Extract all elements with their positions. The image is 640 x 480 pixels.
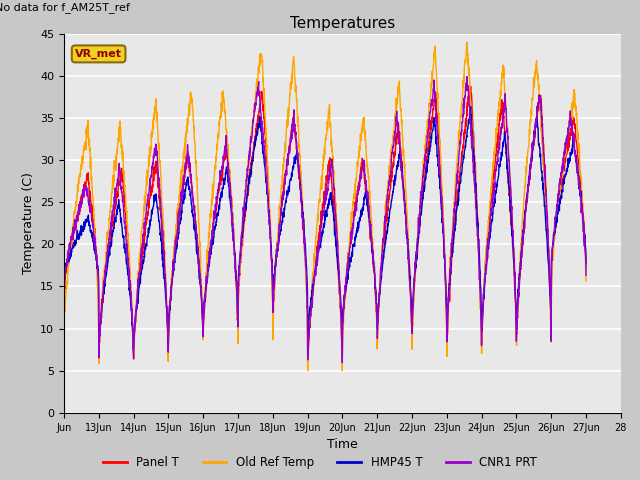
HMP45 T [582,260,590,265]
CNR1 PRT [463,73,471,79]
Text: No data for f_AM25T_ref: No data for f_AM25T_ref [0,2,129,13]
Panel T [60,295,68,301]
Panel T [551,230,559,236]
HMP45 T [340,303,348,309]
Text: VR_met: VR_met [75,49,122,59]
Old Ref Temp [582,278,590,284]
CNR1 PRT [582,273,590,278]
CNR1 PRT [340,306,348,312]
Panel T [205,256,213,262]
CNR1 PRT [477,313,484,319]
Title: Temperatures: Temperatures [290,16,395,31]
Panel T [304,358,312,363]
Old Ref Temp [463,39,471,45]
Panel T [477,306,484,312]
Panel T [467,84,474,89]
HMP45 T [60,275,68,280]
CNR1 PRT [60,286,68,291]
CNR1 PRT [351,205,359,211]
Panel T [340,300,348,305]
Old Ref Temp [304,368,312,373]
HMP45 T [129,347,137,352]
Y-axis label: Temperature (C): Temperature (C) [22,172,35,274]
Line: CNR1 PRT: CNR1 PRT [64,76,586,363]
Old Ref Temp [351,193,359,199]
Old Ref Temp [205,221,213,227]
Panel T [582,265,590,271]
Line: HMP45 T: HMP45 T [64,107,586,349]
CNR1 PRT [339,360,346,366]
Panel T [351,200,359,205]
HMP45 T [477,291,484,297]
Old Ref Temp [536,112,544,118]
CNR1 PRT [536,99,544,105]
CNR1 PRT [205,251,213,257]
Old Ref Temp [551,232,559,238]
Old Ref Temp [477,309,484,315]
Old Ref Temp [60,326,68,332]
Line: Panel T: Panel T [64,86,586,360]
Legend: Panel T, Old Ref Temp, HMP45 T, CNR1 PRT: Panel T, Old Ref Temp, HMP45 T, CNR1 PRT [99,452,541,474]
Line: Old Ref Temp: Old Ref Temp [64,42,586,371]
CNR1 PRT [551,217,559,223]
Panel T [536,97,544,103]
HMP45 T [351,237,359,243]
HMP45 T [536,154,544,160]
HMP45 T [551,230,559,236]
HMP45 T [206,250,214,256]
Old Ref Temp [340,307,348,312]
HMP45 T [467,104,474,109]
X-axis label: Time: Time [327,438,358,451]
